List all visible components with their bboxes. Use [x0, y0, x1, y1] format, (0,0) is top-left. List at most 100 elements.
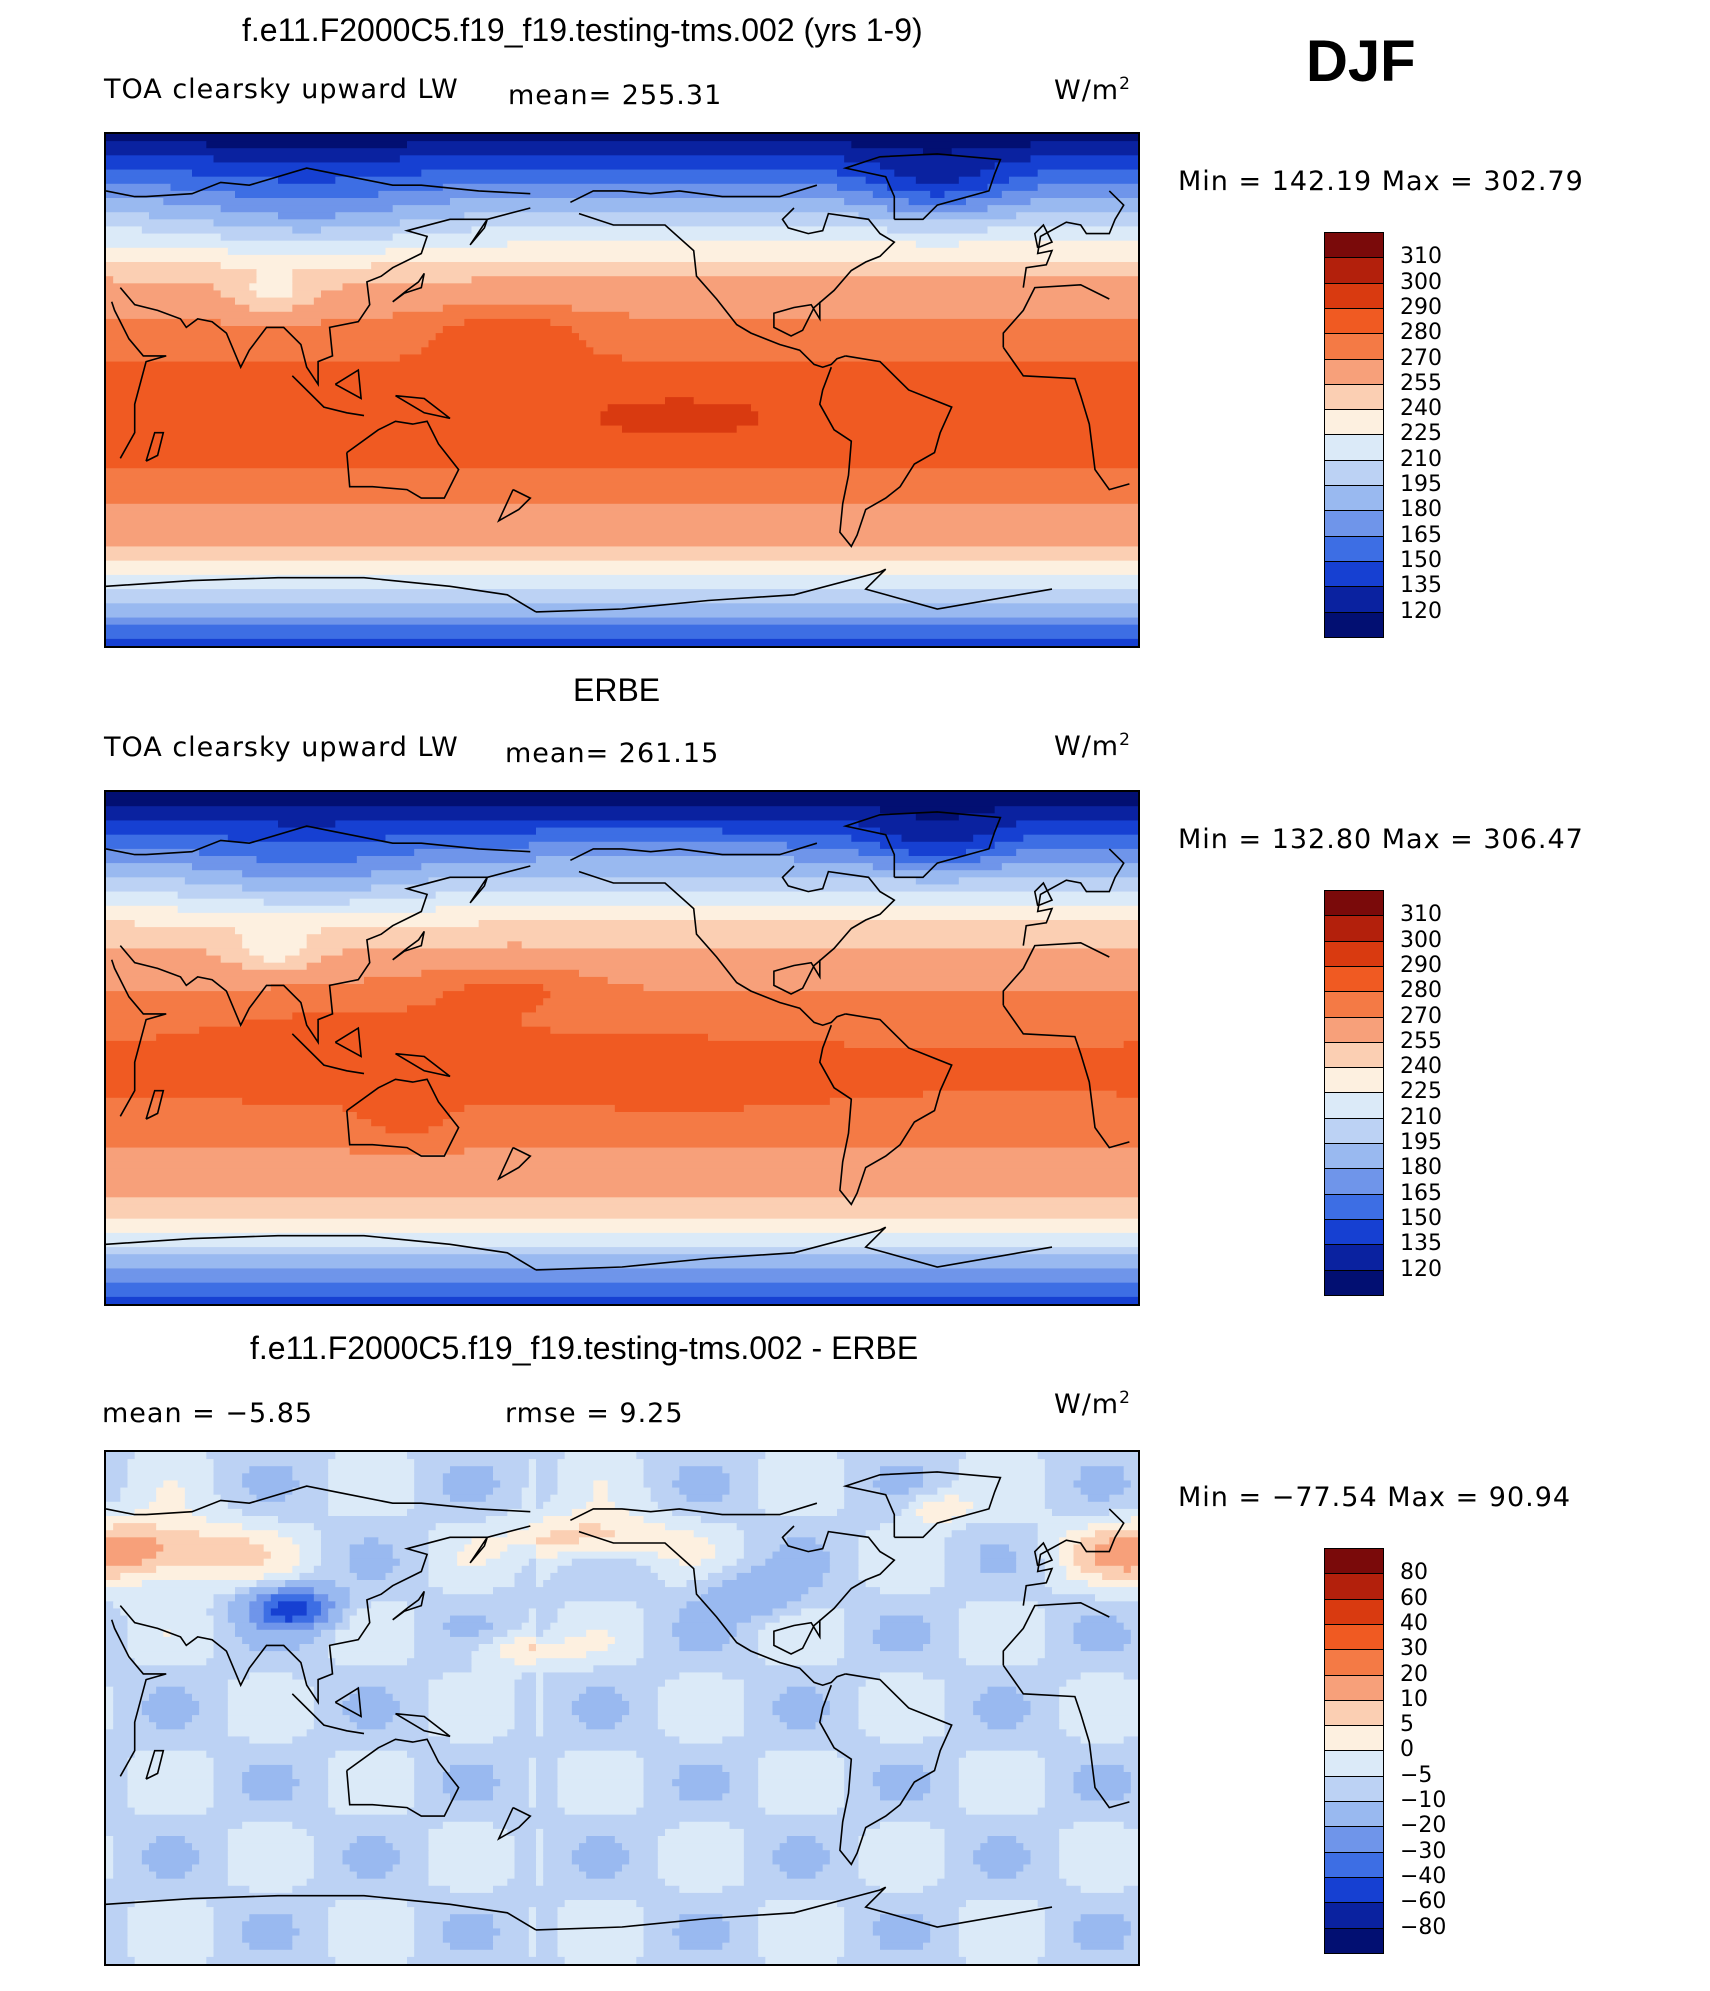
colorbar-level-label: 165	[1400, 1180, 1442, 1206]
colorbar-level-label: 120	[1400, 598, 1442, 624]
colorbar-level-label: −60	[1400, 1889, 1447, 1915]
panel-1-units: W/m2	[1054, 74, 1131, 106]
colorbar-level-label: 150	[1400, 1205, 1442, 1231]
panel-3-rmse: rmse = 9.25	[505, 1398, 684, 1429]
colorbar-level-label: 80	[1400, 1560, 1428, 1586]
colorbar-level-label: 150	[1400, 547, 1442, 573]
colorbar-level-label: 5	[1400, 1712, 1414, 1738]
colorbar-swatch	[1324, 586, 1384, 613]
colorbar-level-label: 225	[1400, 421, 1442, 447]
coastlines	[106, 153, 1130, 613]
colorbar-level-label: 280	[1400, 978, 1442, 1004]
colorbar-swatch	[1324, 333, 1384, 360]
coastlines	[106, 1471, 1130, 1931]
colorbar-swatch	[1324, 307, 1384, 335]
panel-2-min-max: Min = 132.80 Max = 306.47	[1178, 824, 1584, 855]
colorbar-level-label: 270	[1400, 345, 1442, 371]
colorbar-level-label: 135	[1400, 1231, 1442, 1257]
colorbar-swatch	[1324, 485, 1384, 512]
colorbar-swatch	[1324, 1725, 1384, 1752]
colorbar-swatch	[1324, 1801, 1384, 1828]
colorbar-level-label: 60	[1400, 1585, 1428, 1611]
colorbar-level-label: 280	[1400, 320, 1442, 346]
colorbar-level-label: 225	[1400, 1079, 1442, 1105]
colorbar-level-label: 195	[1400, 1130, 1442, 1155]
colorbar-swatch	[1324, 409, 1384, 436]
colorbar-level-label: 300	[1400, 927, 1442, 953]
panel-2-mean: mean= 261.15	[505, 738, 720, 769]
coastlines	[106, 811, 1130, 1271]
colorbar-level-label: 290	[1400, 294, 1442, 320]
colorbar-level-label: 290	[1400, 952, 1442, 978]
colorbar-level-label: 120	[1400, 1256, 1442, 1282]
colorbar-swatch	[1324, 1269, 1384, 1296]
colorbar-swatch	[1324, 1244, 1384, 1271]
panel-2-variable-label: TOA clearsky upward LW	[104, 732, 459, 763]
colorbar-level-label: 195	[1400, 472, 1442, 497]
colorbar-level-label: −5	[1400, 1762, 1433, 1788]
colorbar-swatch	[1324, 282, 1384, 309]
colorbar-level-label: 20	[1400, 1661, 1428, 1687]
panel-2-units: W/m2	[1054, 730, 1131, 762]
colorbar-swatch	[1324, 890, 1384, 917]
panel-1-map	[104, 132, 1140, 648]
panel-3-min-max: Min = −77.54 Max = 90.94	[1178, 1482, 1572, 1513]
season-label: DJF	[1306, 29, 1416, 94]
colorbar-level-label: 255	[1400, 1028, 1442, 1054]
colorbar-level-label: 240	[1400, 396, 1442, 422]
colorbar-swatch	[1324, 1548, 1384, 1575]
panel-2-contour-field	[106, 792, 1138, 1304]
panel-1-mean: mean= 255.31	[508, 80, 723, 111]
colorbar-level-label: 210	[1400, 446, 1442, 472]
colorbar-swatch	[1324, 1143, 1384, 1170]
colorbar-level-label: 240	[1400, 1054, 1442, 1080]
contour-cells	[106, 1452, 1138, 1964]
colorbar-swatch	[1324, 1041, 1384, 1069]
colorbar-swatch	[1324, 1573, 1384, 1600]
panel-2-map	[104, 790, 1140, 1306]
colorbar-level-label: 30	[1400, 1636, 1428, 1662]
colorbar-swatch	[1324, 560, 1384, 588]
colorbar-swatch	[1324, 257, 1384, 284]
colorbar-swatch	[1324, 358, 1384, 385]
panel-1-variable-label: TOA clearsky upward LW	[104, 74, 459, 105]
colorbar-level-label: 255	[1400, 370, 1442, 396]
colorbar-level-label: 210	[1400, 1104, 1442, 1130]
colorbar-swatch	[1324, 1218, 1384, 1246]
colorbar-swatch	[1324, 535, 1384, 562]
colorbar-swatch	[1324, 459, 1384, 486]
colorbar-swatch	[1324, 1902, 1384, 1929]
colorbar-swatch	[1324, 1598, 1384, 1625]
colorbar-swatch	[1324, 383, 1384, 411]
colorbar-swatch	[1324, 1623, 1384, 1651]
contour-cells	[106, 792, 1138, 1304]
panel-3-map	[104, 1450, 1140, 1966]
colorbar-swatch	[1324, 1649, 1384, 1676]
colorbar-swatch	[1324, 1117, 1384, 1144]
colorbar-level-label: 165	[1400, 522, 1442, 548]
colorbar-level-label: 40	[1400, 1610, 1428, 1636]
colorbar-swatch	[1324, 1750, 1384, 1777]
colorbar-swatch	[1324, 1826, 1384, 1853]
colorbar-swatch	[1324, 1927, 1384, 1954]
colorbar-swatch	[1324, 940, 1384, 967]
colorbar-level-label: 135	[1400, 573, 1442, 599]
panel-3-mean: mean = −5.85	[102, 1398, 314, 1429]
colorbar-swatch	[1324, 1851, 1384, 1878]
colorbar-swatch	[1324, 1699, 1384, 1727]
colorbar-swatch	[1324, 1775, 1384, 1802]
colorbar-level-label: −80	[1400, 1914, 1447, 1940]
panel-3-units: W/m2	[1054, 1388, 1131, 1420]
colorbar-level-label: −30	[1400, 1838, 1447, 1864]
colorbar-swatch	[1324, 1067, 1384, 1094]
colorbar-swatch	[1324, 1193, 1384, 1220]
colorbar-level-label: −10	[1400, 1788, 1447, 1813]
colorbar-swatch	[1324, 1092, 1384, 1119]
panel-1-contour-field	[106, 134, 1138, 646]
colorbar-swatch	[1324, 1674, 1384, 1701]
contour-cells	[106, 134, 1138, 646]
colorbar-level-label: 180	[1400, 1155, 1442, 1181]
colorbar-swatch	[1324, 991, 1384, 1018]
colorbar-level-label: −40	[1400, 1863, 1447, 1889]
colorbar-level-label: 180	[1400, 497, 1442, 523]
